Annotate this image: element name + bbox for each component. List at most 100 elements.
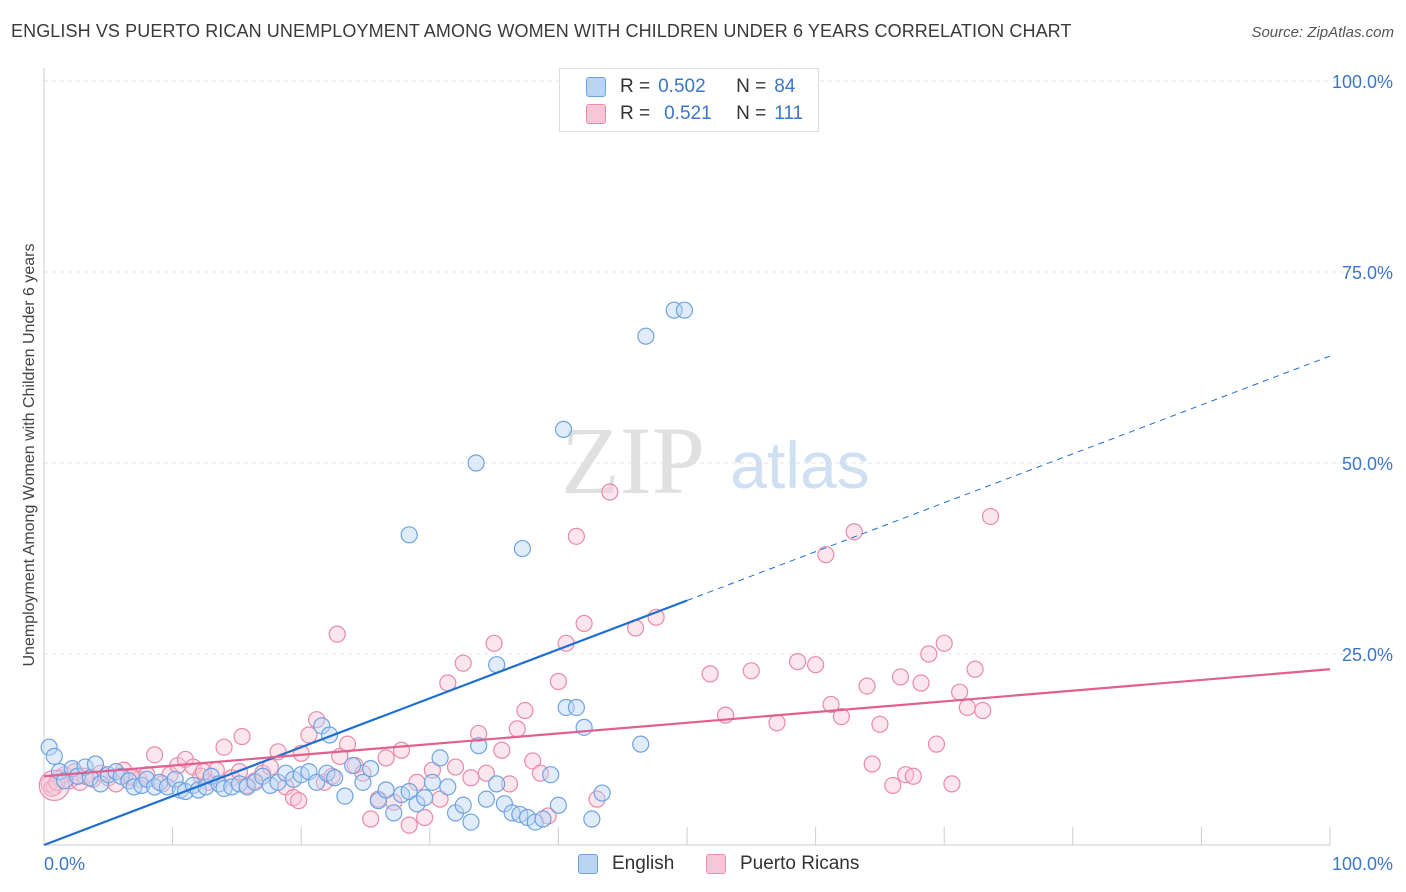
puerto-rican-point xyxy=(768,714,786,732)
bottom-english-swatch xyxy=(578,854,598,874)
english-point xyxy=(423,773,441,791)
english-point xyxy=(542,766,560,784)
english-point xyxy=(45,747,63,765)
x-tick-label: 0.0% xyxy=(44,854,85,874)
puerto-rican-point xyxy=(935,634,953,652)
puerto-rican-point xyxy=(423,761,441,779)
puerto-rican-point xyxy=(858,677,876,695)
legend: R = 0.502 N = 84 R = 0.521 N = 111 xyxy=(559,68,819,132)
puerto-rican-point xyxy=(806,656,825,674)
puerto-rican-point xyxy=(567,527,586,545)
bottom-english-label: English xyxy=(612,853,675,874)
english-n-value: 84 xyxy=(774,76,796,97)
x-tick-label: 100.0% xyxy=(1332,854,1393,874)
chart-title: ENGLISH VS PUERTO RICAN UNEMPLOYMENT AMO… xyxy=(11,21,1072,41)
english-point xyxy=(40,738,58,756)
puerto-rican-point xyxy=(891,668,910,686)
puerto-rican-point xyxy=(951,683,969,701)
puerto-rican-point xyxy=(958,698,976,717)
english-point xyxy=(554,420,573,438)
y-tick-label: 100.0% xyxy=(1332,72,1393,92)
puerto-rican-point xyxy=(845,523,863,541)
english-point xyxy=(400,526,418,544)
puerto-rican-point xyxy=(485,634,503,652)
english-point xyxy=(76,758,94,776)
english-point xyxy=(583,810,601,828)
puerto-rican-point xyxy=(920,645,938,663)
english-point xyxy=(439,778,457,796)
english-point xyxy=(549,796,568,814)
puerto-rican-point xyxy=(338,735,357,753)
english-point xyxy=(632,735,650,753)
y-axis-label: Unemployment Among Women with Children U… xyxy=(21,243,38,667)
source-label: Source: ZipAtlas.com xyxy=(1251,24,1394,41)
puerto-rican-point xyxy=(871,715,889,733)
puerto-rican-point xyxy=(362,810,380,828)
bottom-puerto-label: Puerto Ricans xyxy=(740,853,860,874)
english-point xyxy=(575,718,593,736)
trend-lines xyxy=(43,355,1331,847)
puerto-rican-point xyxy=(284,789,303,807)
puerto-rican-point xyxy=(328,625,346,643)
bottom-puerto-swatch xyxy=(706,854,726,874)
puerto-n-label: N = xyxy=(736,103,767,124)
watermark-zip: ZIP xyxy=(561,407,705,514)
puerto-rican-point xyxy=(912,674,930,692)
puerto-rican-point xyxy=(38,769,70,802)
y-tick-label: 50.0% xyxy=(1342,454,1393,474)
puerto-rican-point xyxy=(508,720,526,738)
english-point xyxy=(462,813,480,831)
english-point xyxy=(416,789,434,807)
english-r-value: 0.502 xyxy=(658,76,706,97)
english-point xyxy=(344,756,362,775)
english-point xyxy=(354,773,372,791)
puerto-swatch xyxy=(586,104,606,124)
english-points xyxy=(40,301,694,831)
puerto-rican-point xyxy=(981,507,1000,526)
english-point xyxy=(593,784,611,802)
english-point xyxy=(431,749,449,767)
puerto-r-value: 0.521 xyxy=(664,103,712,124)
english-point xyxy=(637,327,655,345)
puerto-rican-point xyxy=(701,665,719,683)
english-point xyxy=(145,778,164,796)
puerto-rican-point xyxy=(549,672,568,691)
puerto-r-label: R = xyxy=(620,103,651,124)
english-point xyxy=(567,698,586,717)
puerto-rican-point xyxy=(832,708,850,726)
puerto-rican-point xyxy=(817,546,835,564)
puerto-rican-point xyxy=(500,775,519,793)
puerto-rican-point xyxy=(601,483,619,501)
puerto-rican-point xyxy=(516,701,534,720)
puerto-rican-point xyxy=(377,749,395,767)
puerto-rican-point xyxy=(884,776,902,795)
puerto-rican-point xyxy=(392,741,411,759)
puerto-rican-point xyxy=(904,767,922,785)
puerto-rican-point xyxy=(943,775,961,793)
watermark-atlas: atlas xyxy=(730,428,869,502)
english-point xyxy=(336,787,354,805)
puerto-rican-point xyxy=(477,764,495,782)
puerto-rican-point xyxy=(233,727,251,746)
english-point xyxy=(467,454,485,472)
legend-row-english: R = 0.502 N = 84 xyxy=(586,75,795,99)
english-point xyxy=(86,755,105,773)
english-point xyxy=(362,759,380,778)
english-point xyxy=(488,775,506,793)
english-point xyxy=(675,301,694,319)
puerto-rican-point xyxy=(927,735,946,753)
puerto-n-value: 111 xyxy=(774,103,804,124)
english-point xyxy=(377,781,395,799)
bottom-legend-english: English xyxy=(578,852,674,876)
english-point xyxy=(477,790,495,808)
english-point xyxy=(400,782,418,801)
puerto-rican-point xyxy=(145,746,164,764)
puerto-rican-point xyxy=(400,816,418,834)
grid-lines xyxy=(44,80,1366,655)
puerto-rican-point xyxy=(575,614,593,633)
english-point xyxy=(534,810,552,828)
english-swatch xyxy=(586,77,606,97)
axes xyxy=(43,68,1331,846)
english-r-label: R = xyxy=(620,76,651,97)
